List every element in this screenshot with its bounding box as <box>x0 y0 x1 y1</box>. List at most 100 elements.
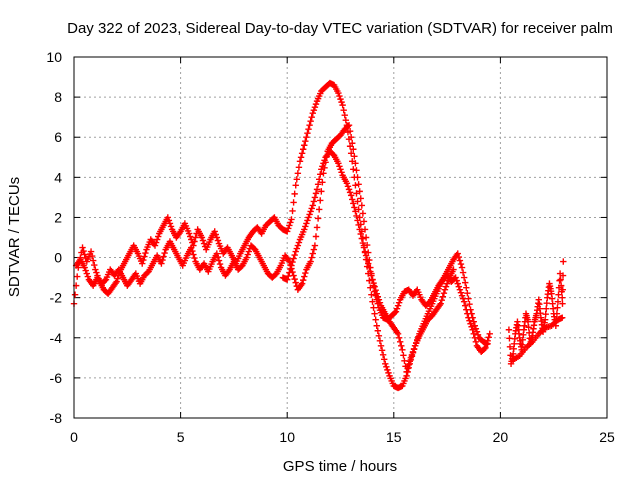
data-point <box>407 354 415 362</box>
data-point <box>141 253 148 260</box>
data-point <box>444 277 452 284</box>
data-point <box>315 176 323 183</box>
data-point <box>336 92 343 100</box>
data-point <box>298 150 306 157</box>
data-point <box>301 226 308 233</box>
data-point <box>305 126 312 133</box>
data-point <box>314 181 322 188</box>
data-point <box>467 320 474 327</box>
data-point <box>438 296 445 304</box>
data-point <box>373 322 380 329</box>
data-point <box>410 345 418 353</box>
data-point <box>309 202 316 209</box>
grid-lines <box>74 57 607 418</box>
data-point <box>310 106 318 114</box>
data-point <box>311 194 319 201</box>
data-point <box>338 98 345 106</box>
data-point <box>213 234 221 241</box>
data-point <box>556 277 563 284</box>
data-point <box>472 338 480 345</box>
data-point <box>455 253 463 261</box>
data-point <box>403 368 410 376</box>
data-point <box>459 269 467 276</box>
data-point <box>485 334 492 341</box>
data-point <box>358 235 366 242</box>
data-point <box>353 167 360 174</box>
data-point <box>191 238 198 245</box>
data-point <box>462 279 469 286</box>
chart-title: Day 322 of 2023, Sidereal Day-to-day VTE… <box>67 20 613 37</box>
data-point <box>292 248 299 255</box>
series-track-d <box>505 258 567 368</box>
data-point <box>338 169 345 176</box>
data-point <box>303 220 310 227</box>
data-point <box>347 192 355 199</box>
data-point <box>343 180 351 187</box>
data-point <box>304 217 311 224</box>
data-point <box>341 111 348 119</box>
data-point <box>358 202 366 209</box>
axis-ticks <box>73 56 608 419</box>
data-point <box>354 217 361 224</box>
data-point <box>286 222 293 229</box>
data-point <box>360 218 368 225</box>
data-point <box>295 164 303 171</box>
data-point <box>320 170 327 177</box>
data-point <box>292 279 299 286</box>
data-point <box>457 289 465 296</box>
x-tick-label: 5 <box>177 429 185 445</box>
data-point <box>554 298 562 305</box>
data-point <box>335 89 342 97</box>
data-point <box>379 351 387 359</box>
data-point <box>464 289 471 297</box>
data-point <box>166 220 174 227</box>
data-point <box>304 130 311 137</box>
data-point <box>452 274 459 281</box>
data-point <box>394 330 402 337</box>
data-point <box>351 204 358 211</box>
data-point <box>465 314 472 321</box>
data-point <box>406 358 413 365</box>
data-point <box>355 181 362 188</box>
y-tick-label: -8 <box>50 410 63 426</box>
data-point <box>454 280 461 287</box>
data-point <box>317 197 324 204</box>
data-point <box>357 195 364 202</box>
data-point <box>560 258 567 265</box>
data-point <box>88 252 96 260</box>
x-tick-label: 20 <box>493 429 509 445</box>
data-point <box>345 121 353 129</box>
data-point <box>318 188 325 195</box>
data-point <box>395 334 403 341</box>
data-point <box>474 331 482 338</box>
data-point <box>308 254 315 261</box>
data-point <box>378 347 386 354</box>
data-point <box>318 166 325 173</box>
data-point <box>439 293 447 300</box>
data-point <box>71 291 79 298</box>
x-tick-label: 10 <box>279 429 295 445</box>
data-point <box>299 146 307 153</box>
data-point <box>441 286 449 293</box>
data-point <box>93 269 100 276</box>
data-point <box>301 142 308 149</box>
data-point <box>81 264 88 271</box>
data-point <box>542 311 549 318</box>
data-point <box>215 257 223 264</box>
data-point <box>297 154 305 161</box>
data-point <box>363 256 371 263</box>
data-point <box>306 211 313 218</box>
data-point <box>307 258 314 265</box>
data-point <box>376 299 384 306</box>
data-point <box>293 245 300 252</box>
data-point <box>87 248 95 255</box>
data-point <box>313 186 321 193</box>
data-point <box>454 250 461 257</box>
data-point <box>393 305 401 312</box>
data-point <box>351 153 358 160</box>
data-point <box>320 160 327 167</box>
data-point <box>349 196 356 203</box>
data-point <box>463 284 470 291</box>
data-point <box>458 264 466 271</box>
y-tick-label: -2 <box>50 290 63 306</box>
